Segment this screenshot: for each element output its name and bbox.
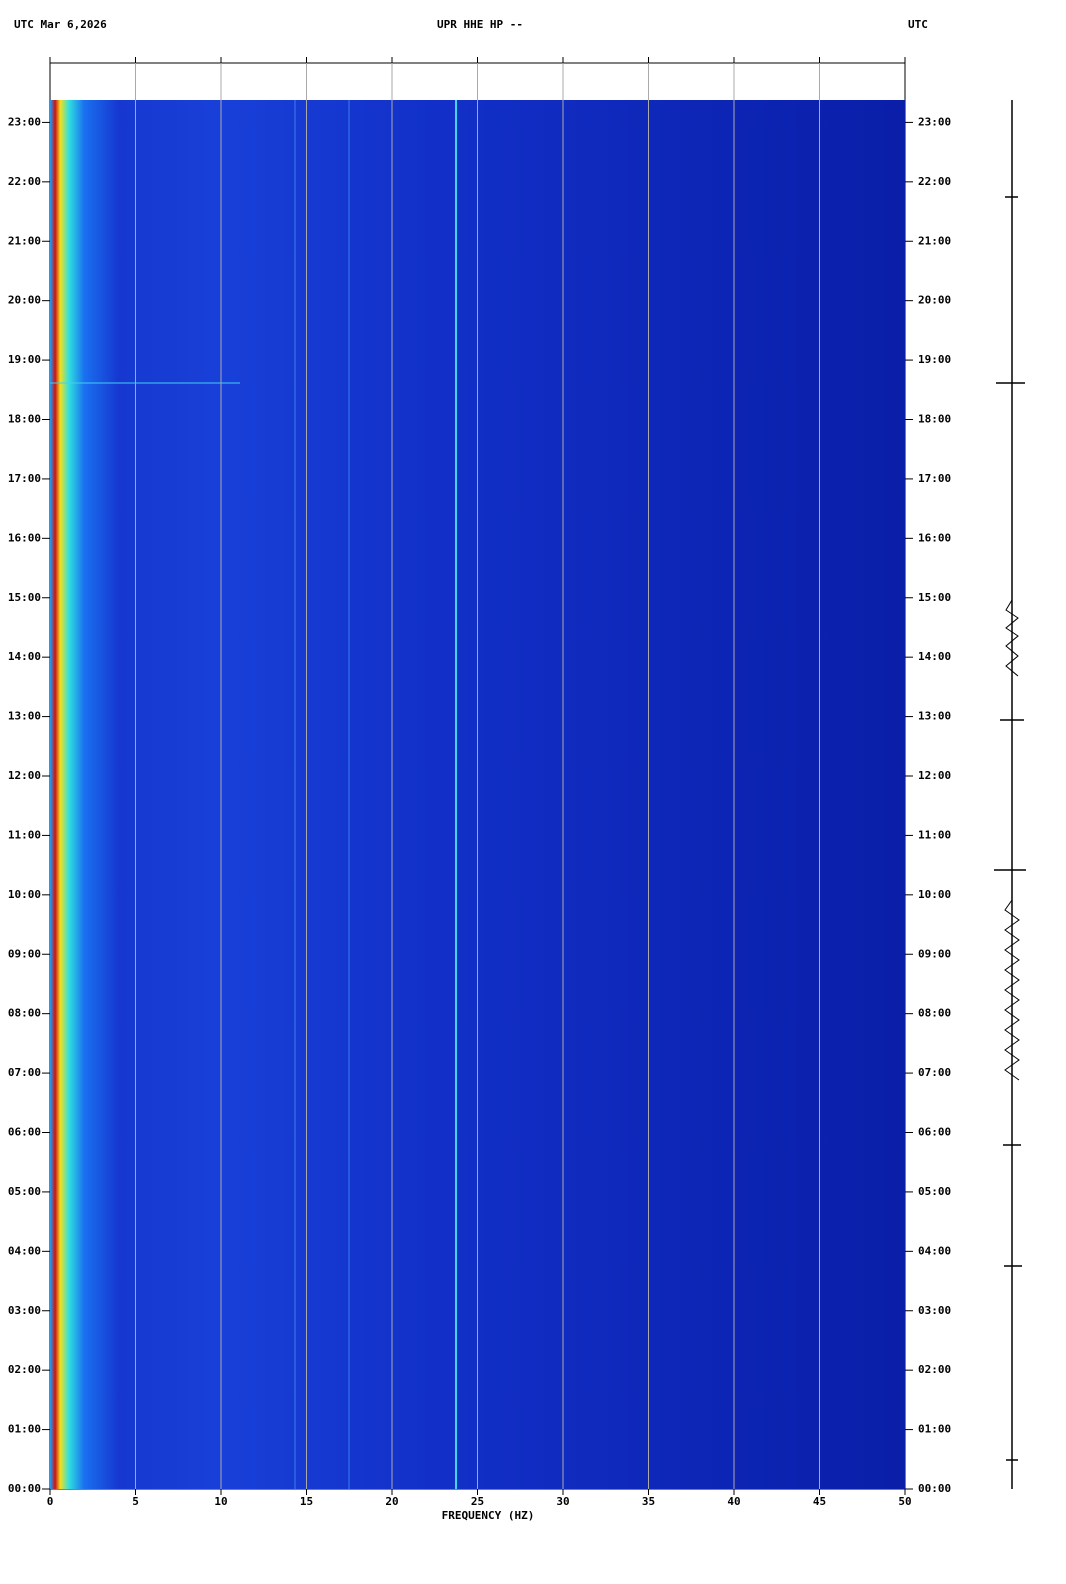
y-tick-label-right: 06:00 — [918, 1126, 951, 1139]
seismogram-trace — [994, 100, 1026, 1489]
y-tick-label: 09:00 — [8, 947, 41, 960]
y-tick-label: 14:00 — [8, 650, 41, 663]
x-tick-label: 50 — [898, 1495, 911, 1508]
y-tick-label: 17:00 — [8, 472, 41, 485]
y-tick-label-right: 16:00 — [918, 531, 951, 544]
y-tick-label-right: 08:00 — [918, 1007, 951, 1020]
y-tick-label: 12:00 — [8, 769, 41, 782]
x-axis-label: FREQUENCY (HZ) — [442, 1509, 535, 1522]
x-tick-label: 35 — [642, 1495, 655, 1508]
y-tick-label: 16:00 — [8, 531, 41, 544]
y-tick-label-right: 19:00 — [918, 353, 951, 366]
y-tick-label-right: 11:00 — [918, 828, 951, 841]
y-tick-label: 18:00 — [8, 413, 41, 426]
y-tick-label: 15:00 — [8, 591, 41, 604]
x-tick-label: 15 — [300, 1495, 313, 1508]
y-tick-label-right: 10:00 — [918, 888, 951, 901]
y-tick-label-right: 15:00 — [918, 591, 951, 604]
y-tick-label: 07:00 — [8, 1066, 41, 1079]
y-tick-label: 19:00 — [8, 353, 41, 366]
y-tick-label-right: 01:00 — [918, 1423, 951, 1436]
y-tick-label-right: 14:00 — [918, 650, 951, 663]
y-tick-label-right: 02:00 — [918, 1363, 951, 1376]
y-tick-label: 11:00 — [8, 828, 41, 841]
y-tick-label: 13:00 — [8, 710, 41, 723]
y-tick-label: 08:00 — [8, 1007, 41, 1020]
y-tick-label: 04:00 — [8, 1244, 41, 1257]
y-tick-label-right: 04:00 — [918, 1244, 951, 1257]
y-tick-label: 00:00 — [8, 1482, 41, 1495]
y-tick-label: 02:00 — [8, 1363, 41, 1376]
x-tick-label: 40 — [727, 1495, 740, 1508]
x-tick-label: 10 — [214, 1495, 227, 1508]
y-tick-label: 20:00 — [8, 294, 41, 307]
y-tick-label-right: 23:00 — [918, 115, 951, 128]
y-tick-label-right: 21:00 — [918, 234, 951, 247]
y-tick-label: 06:00 — [8, 1126, 41, 1139]
y-tick-label-right: 13:00 — [918, 710, 951, 723]
y-tick-label-right: 12:00 — [918, 769, 951, 782]
y-tick-label: 01:00 — [8, 1423, 41, 1436]
x-tick-label: 30 — [556, 1495, 569, 1508]
y-tick-label-right: 05:00 — [918, 1185, 951, 1198]
x-tick-label: 5 — [132, 1495, 139, 1508]
header-left: UTC Mar 6,2026 — [14, 18, 107, 31]
x-tick-label: 0 — [47, 1495, 54, 1508]
y-tick-label: 03:00 — [8, 1304, 41, 1317]
y-tick-label-right: 09:00 — [918, 947, 951, 960]
y-tick-label-right: 17:00 — [918, 472, 951, 485]
y-tick-label: 21:00 — [8, 234, 41, 247]
y-tick-label: 23:00 — [8, 115, 41, 128]
chart-title: UPR HHE HP -- — [437, 18, 523, 31]
y-tick-label-right: 00:00 — [918, 1482, 951, 1495]
x-tick-label: 25 — [471, 1495, 484, 1508]
seismogram-trace — [1004, 599, 1020, 1081]
y-tick-label-right: 22:00 — [918, 175, 951, 188]
y-tick-label: 22:00 — [8, 175, 41, 188]
x-tick-label: 20 — [385, 1495, 398, 1508]
header-right: UTC — [908, 18, 928, 31]
y-tick-label-right: 07:00 — [918, 1066, 951, 1079]
y-tick-label-right: 20:00 — [918, 294, 951, 307]
y-tick-label: 05:00 — [8, 1185, 41, 1198]
y-tick-label: 10:00 — [8, 888, 41, 901]
y-tick-label-right: 03:00 — [918, 1304, 951, 1317]
x-tick-label: 45 — [813, 1495, 826, 1508]
y-tick-label-right: 18:00 — [918, 413, 951, 426]
